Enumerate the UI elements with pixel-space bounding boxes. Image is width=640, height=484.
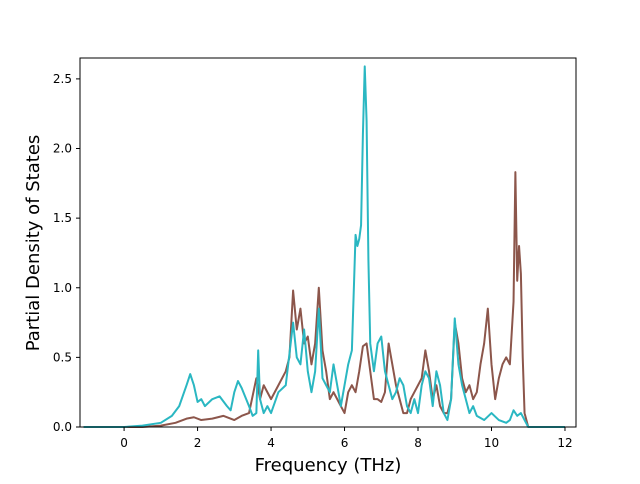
y-axis-label: Partial Density of States	[23, 135, 44, 352]
series-line-2	[83, 65, 565, 428]
series-layer	[83, 65, 565, 428]
y-tick-label: 1.5	[53, 211, 72, 225]
plot-area-frame	[79, 57, 577, 428]
x-tick-label: 10	[484, 436, 499, 450]
x-tick-label: 2	[194, 436, 202, 450]
x-tick-label: 12	[557, 436, 572, 450]
series-line-1	[83, 171, 565, 428]
x-axis-label: Frequency (THz)	[255, 455, 402, 476]
x-tick-label: 4	[267, 436, 275, 450]
x-axis-ticks: 0 2 4 6 8 10 12	[120, 427, 573, 450]
x-tick-label: 8	[414, 436, 422, 450]
x-tick-label: 0	[120, 436, 128, 450]
y-tick-label: 2.0	[53, 142, 72, 156]
x-tick-label: 6	[341, 436, 349, 450]
y-tick-label: 1.0	[53, 281, 72, 295]
y-tick-label: 0.5	[53, 350, 72, 364]
y-tick-label: 2.5	[53, 72, 72, 86]
y-axis-ticks: 0.0 0.5 1.0 1.5 2.0 2.5	[53, 72, 80, 434]
y-tick-label: 0.0	[53, 420, 72, 434]
